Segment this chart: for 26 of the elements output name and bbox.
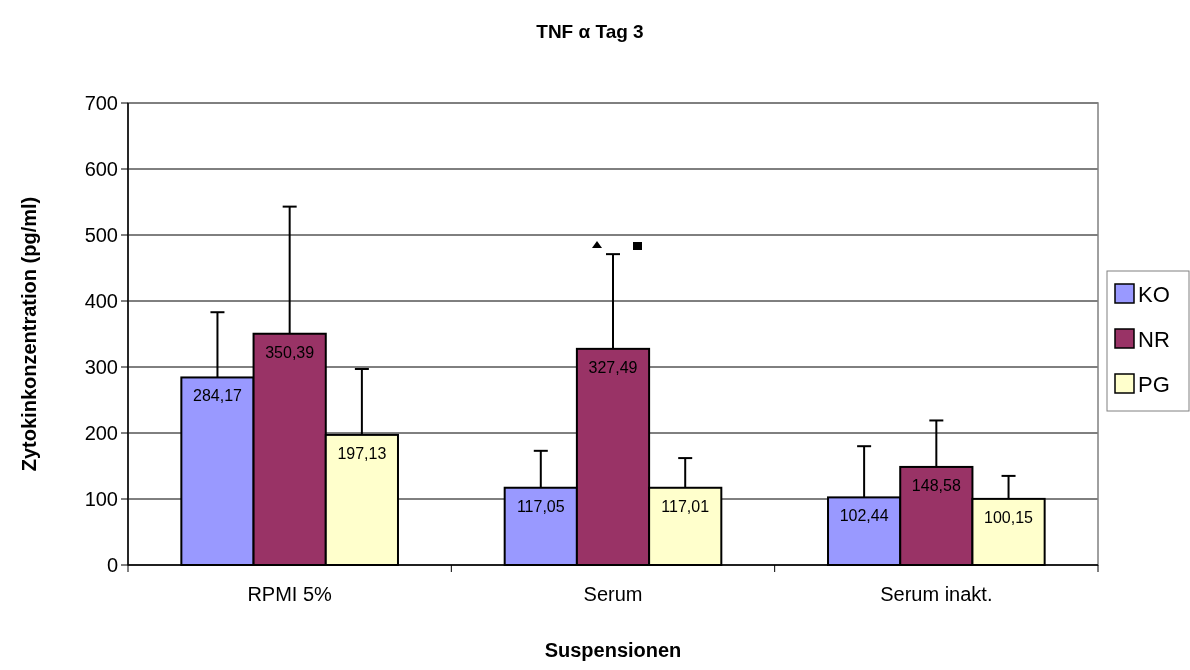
y-tick-label: 0 <box>106 554 118 576</box>
y-tick-label: 400 <box>84 290 118 312</box>
data-label: 148,58 <box>911 476 961 494</box>
x-tick-label: Serum <box>583 583 643 605</box>
x-tick-label: Serum inakt. <box>880 583 993 605</box>
chart-title: TNF α Tag 3 <box>536 21 644 42</box>
data-label: 117,01 <box>661 497 710 515</box>
data-label: 350,39 <box>265 343 315 361</box>
y-tick-label: 600 <box>84 158 118 180</box>
y-tick-label: 100 <box>84 488 118 510</box>
x-tick-label: RPMI 5% <box>247 583 333 605</box>
legend-label: KO <box>1138 282 1170 307</box>
x-axis-title: Suspensionen <box>544 639 682 661</box>
data-label: 284,17 <box>192 387 243 405</box>
legend-label: NR <box>1138 327 1170 352</box>
data-label: 327,49 <box>588 358 638 376</box>
y-tick-label: 500 <box>84 224 118 246</box>
y-axis-title: Zytokinkonzentration (pg/ml) <box>18 196 40 472</box>
data-label: 117,05 <box>516 497 565 515</box>
legend-label: PG <box>1138 372 1170 397</box>
y-tick-label: 200 <box>84 422 118 444</box>
data-label: 102,44 <box>839 507 889 525</box>
data-label: 100,15 <box>984 508 1034 526</box>
y-tick-label: 300 <box>84 356 118 378</box>
data-label: 197,13 <box>337 444 387 462</box>
y-tick-label: 700 <box>84 92 118 114</box>
